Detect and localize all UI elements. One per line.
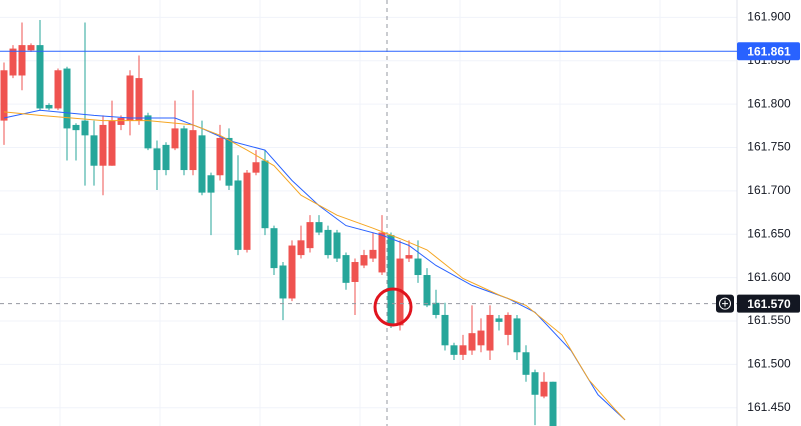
candle-body [486, 314, 494, 351]
y-tick-label: 161.900 [747, 10, 791, 24]
candle-body [144, 115, 152, 149]
price-label-box [737, 42, 800, 61]
candle-body [378, 232, 386, 273]
plus-icon [719, 297, 731, 310]
candle-body [189, 130, 197, 171]
candle-body [432, 302, 440, 315]
candle-body [477, 330, 485, 346]
y-tick-label: 161.550 [747, 313, 791, 327]
y-tick-label: 161.650 [747, 226, 791, 240]
candle-body [252, 162, 260, 173]
y-tick-label: 161.600 [747, 270, 791, 284]
candle-body [72, 124, 80, 131]
crosshair-label: 161.570 [747, 297, 791, 311]
candle-body [216, 137, 224, 176]
candle-body [9, 48, 17, 76]
moving-average [3, 109, 626, 421]
moving-average [3, 111, 626, 421]
candle-body [495, 318, 503, 322]
candle-body [315, 222, 323, 233]
candle-body [405, 255, 413, 259]
y-tick-label: 161.750 [747, 140, 791, 154]
candle-body [450, 345, 458, 355]
candle-body [180, 128, 188, 171]
candle-body [243, 172, 251, 250]
candle-body [459, 345, 467, 355]
candle-body [270, 228, 278, 269]
crosshair-label-box [737, 294, 800, 313]
candle-body [63, 68, 71, 129]
y-tick-label: 161.700 [747, 183, 791, 197]
candle-body [135, 78, 143, 121]
candle-body [504, 314, 512, 335]
candle-body [207, 175, 215, 193]
candle-body [234, 180, 242, 250]
candle-body [387, 235, 395, 326]
candle-body [351, 262, 359, 282]
candle-body [171, 128, 179, 149]
candle-body [333, 232, 341, 259]
candle-body [306, 222, 314, 249]
candle-body [369, 249, 377, 259]
candle-body [297, 240, 305, 256]
candle-body [90, 135, 98, 166]
candle-body [513, 318, 521, 353]
candle-body [531, 372, 539, 395]
candle-body [414, 258, 422, 276]
candle-body [54, 70, 62, 109]
vertical-grid [59, 0, 661, 426]
candle-body [540, 381, 548, 397]
candle-body [423, 275, 431, 306]
highlight-circle [373, 287, 413, 327]
plus-icon-cross [722, 300, 728, 307]
candle-body [279, 265, 287, 299]
candle-body [153, 148, 161, 171]
candle-body [99, 124, 107, 166]
candle-body [225, 137, 233, 186]
candle-body [360, 255, 368, 266]
candle-body [198, 135, 206, 193]
candle-body [45, 104, 53, 109]
candle-body [261, 160, 269, 229]
candle-body [162, 144, 170, 171]
candle-body [81, 120, 89, 136]
candle-body [18, 45, 26, 76]
candle-body [27, 45, 35, 51]
candle-body [36, 45, 44, 109]
y-tick-label: 161.800 [747, 96, 791, 110]
candle-body [549, 381, 557, 426]
candle-body [441, 314, 449, 346]
candle-body [117, 117, 125, 125]
candle-body [126, 75, 134, 121]
y-tick-label: 161.450 [747, 400, 791, 414]
y-tick-label: 161.500 [747, 357, 791, 371]
candle-body [342, 255, 350, 283]
candle-body [108, 120, 116, 166]
candle-body [0, 70, 8, 121]
price-label: 161.861 [747, 44, 791, 58]
candle-body [522, 352, 530, 375]
candle-body [324, 229, 332, 256]
candle-body [288, 245, 296, 299]
candle-body [468, 333, 476, 351]
